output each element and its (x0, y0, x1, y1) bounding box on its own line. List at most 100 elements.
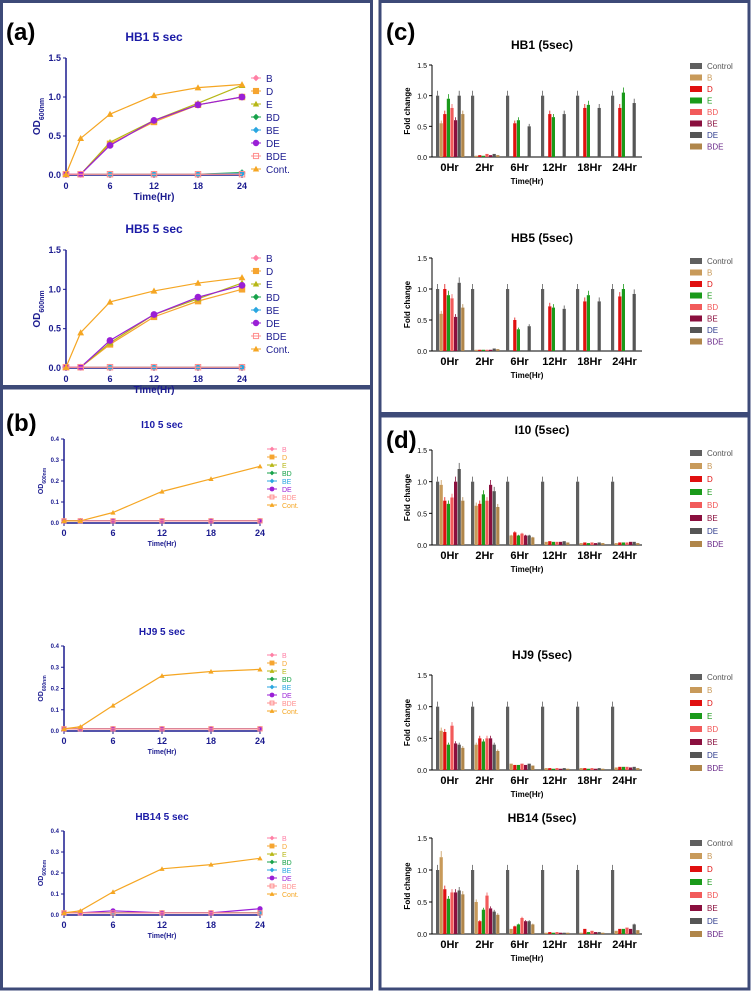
panel-label-c: (c) (386, 19, 415, 46)
i10-fold-bar-2hr-b (474, 505, 478, 545)
hb5-fold-ytick-label-0: 0.0 (417, 349, 427, 356)
hb14-growth-legend-marker-de (269, 875, 275, 881)
i10-growth-series-bde-point-4 (208, 518, 214, 524)
hb5-growth-legend-label-be: BE (266, 306, 280, 317)
hb5-fold-legend-swatch-bde (690, 338, 702, 345)
hb5-fold-xlabel: Time(Hr) (511, 371, 544, 380)
hb1-fold-bar-24hr-e (621, 92, 625, 157)
hj9-growth-series-bde-point-2 (110, 726, 116, 732)
i10-fold-legend-swatch-e (690, 489, 702, 495)
hj9-fold-ytick-label-0: 0.0 (417, 768, 427, 775)
hb5-fold-bar-18hr-de (597, 301, 601, 351)
hj9-growth-legend-marker-bde (269, 700, 275, 706)
hb14-growth-series-cont-point-3 (159, 866, 165, 871)
hb1-fold-legend-label-de: DE (707, 131, 718, 140)
hb14-fold-bar-6hr-bde (531, 924, 535, 934)
hj9-growth-legend-label-be: BE (282, 685, 292, 692)
hb5-fold-legend-label-e: E (707, 292, 712, 301)
hb5-fold-legend-label-bde: BDE (707, 338, 723, 347)
hb1-fold-ytick-label-0: 0.0 (417, 155, 427, 162)
hb14-fold-bar-12hr-bde (566, 932, 570, 934)
hj9-fold-legend-label-be: BE (707, 738, 718, 747)
hb5-growth-series-de-point-4 (194, 293, 202, 301)
hb14-fold-bar-12hr-control (541, 870, 545, 934)
hj9-growth-xtick-label-1: 6 (110, 736, 115, 746)
hj9-fold-bar-6hr-control (506, 706, 510, 770)
hb5-growth-xtick-label-4: 24 (237, 374, 247, 384)
hb14-fold-bar-24hr-e (621, 928, 625, 934)
hj9-fold-bar-12hr-bd (555, 768, 559, 770)
hb5-growth-series-bde-point-3 (150, 363, 158, 371)
hb14-fold-legend-label-control: Control (707, 839, 733, 848)
hb1-fold-bar-24hr-control (611, 95, 615, 157)
i10-fold-bar-0hr-e (446, 503, 450, 545)
hb1-growth-legend-label-b: B (266, 74, 273, 85)
i10-fold-legend-label-bd: BD (707, 501, 718, 510)
hb5-growth-series-cont-point-3 (150, 287, 158, 294)
i10-fold-chart: I10 (5sec) 0.0 0.5 1.0 1.5 0Hr 2Hr 6Hr 12Hr 18Hr 2… (403, 423, 733, 574)
hj9-growth-ylabel-subscript: 600nm (42, 675, 48, 691)
hb14-growth-ytick-label-2: 0.2 (51, 871, 60, 877)
hj9-growth-ylabel: OD600nm (38, 675, 48, 702)
hb1-growth-series-be-point-5 (238, 170, 246, 177)
hb14-fold-bar-24hr-control (611, 870, 615, 934)
hb5-fold-legend-swatch-b (690, 269, 702, 276)
hb14-fold-bar-12hr-d (548, 932, 552, 934)
hj9-fold-ytick-label-1: 0.5 (417, 736, 427, 743)
hb5-fold-xtick-label-5: 24Hr (612, 356, 637, 368)
hb1-fold-bar-18hr-d (583, 107, 587, 157)
hj9-fold-bar-0hr-be (454, 743, 458, 770)
i10-growth-legend-marker-de (269, 486, 275, 492)
hb1-fold-ylabel: Fold change (403, 87, 412, 135)
hb14-growth-ytick-label-1: 0.1 (51, 892, 60, 898)
hb1-fold-bar-2hr-bde (496, 155, 500, 157)
i10-fold-title: I10 (5sec) (515, 423, 570, 437)
hb1-fold-xtick-label-0: 0Hr (440, 162, 459, 174)
hj9-fold-bar-2hr-d (478, 738, 482, 770)
i10-fold-xtick-label-5: 24Hr (612, 550, 637, 562)
hb5-growth-legend-marker-cont (252, 345, 260, 352)
hb1-fold-bar-18hr-de (597, 107, 601, 157)
i10-fold-xlabel: Time(Hr) (511, 565, 544, 574)
i10-fold-bar-0hr-bd (450, 497, 454, 545)
hj9-growth-series-cont-point-4 (208, 668, 214, 674)
i10-fold-legend-label-be: BE (707, 514, 718, 523)
i10-fold-bar-24hr-bde (636, 543, 640, 545)
hb1-growth-series-de-point-4 (194, 101, 202, 109)
hj9-fold-bar-6hr-be (524, 764, 528, 770)
hb14-growth-legend-label-de: DE (282, 876, 292, 883)
hb5-fold-legend-label-d: D (707, 280, 713, 289)
hb5-fold-legend-label-be: BE (707, 315, 718, 324)
hb14-fold-ytick-label-0: 0.0 (417, 932, 427, 939)
hb14-fold-ylabel: Fold change (403, 862, 412, 910)
hb5-growth-legend-marker-de (252, 319, 260, 327)
hb1-growth-legend-marker-cont (252, 165, 260, 172)
hb14-growth-xtick-label-0: 0 (61, 920, 66, 930)
hb1-fold-bar-12hr-d (548, 114, 552, 157)
hb5-fold-bar-18hr-control (576, 289, 580, 351)
hb5-fold-bar-0hr-de (457, 282, 461, 351)
hb5-growth-xtick-label-1: 6 (107, 374, 112, 384)
hb5-fold-bar-18hr-d (583, 301, 587, 351)
hb14-fold-bar-0hr-bde (461, 894, 465, 934)
hb1-fold-bar-6hr-e (516, 120, 520, 157)
hb5-growth-ylabel-subscript: 600nm (39, 290, 46, 312)
i10-growth-ytick-label-0: 0.0 (51, 521, 60, 527)
i10-fold-ytick-label-2: 1.0 (417, 480, 427, 487)
hb14-fold-legend-label-bde: BDE (707, 930, 723, 939)
hb5-fold-bar-0hr-e (446, 295, 450, 351)
hb1-fold-bar-0hr-de (457, 95, 461, 157)
hj9-fold-bar-0hr-bde (461, 747, 465, 770)
hj9-fold-legend-label-de: DE (707, 751, 718, 760)
i10-growth-legend-marker-e (269, 462, 275, 467)
hj9-fold-bar-24hr-de (632, 766, 636, 770)
hb14-fold-chart: HB14 (5sec) 0.0 0.5 1.0 1.5 0Hr 2Hr 6Hr 12Hr 18Hr… (403, 811, 733, 963)
hb1-fold-legend-swatch-e (690, 97, 702, 104)
hb14-growth-xtick-label-1: 6 (110, 920, 115, 930)
hj9-fold-legend-label-bd: BD (707, 725, 718, 734)
hb5-fold-bar-2hr-bd (485, 349, 489, 351)
hb14-growth-xtick-label-3: 18 (206, 920, 216, 930)
hb5-fold-bar-0hr-d (443, 289, 447, 351)
hb1-fold-bar-0hr-d (443, 114, 447, 157)
